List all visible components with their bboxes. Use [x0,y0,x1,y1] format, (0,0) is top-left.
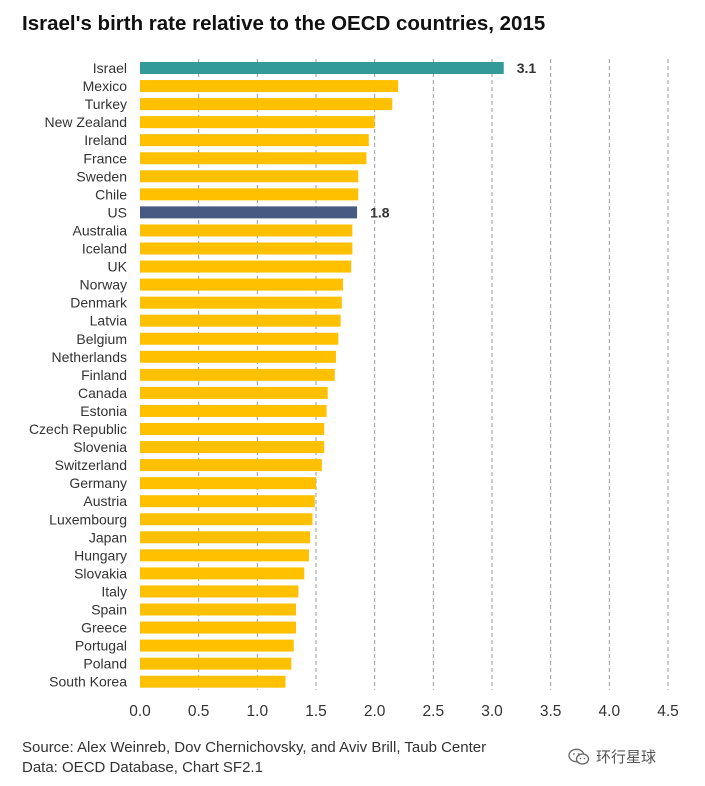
category-label: Mexico [83,78,128,94]
bar-ireland [140,134,369,147]
source-note: Source: Alex Weinreb, Dov Chernichovsky,… [22,738,486,777]
category-label: Slovenia [73,439,127,455]
bar-austria [140,495,315,508]
wechat-icon [568,748,590,765]
x-axis-ticks: 0.0 0.5 1.0 1.5 2.0 2.5 3.0 3.5 4.0 4.5 [129,703,679,720]
bar-portugal [140,639,294,652]
bar-poland [140,657,292,670]
category-label: Belgium [76,331,127,347]
category-label: Germany [69,475,127,491]
category-label: Norway [80,277,127,293]
bar-japan [140,531,311,544]
bar-hungary [140,549,309,562]
category-label: Sweden [76,168,127,184]
x-tick-label: 2.0 [364,703,386,720]
x-tick-label: 0.0 [129,703,151,720]
data-labels: 3.1 1.8 [370,60,536,220]
bars [140,62,504,688]
watermark: 环行星球 [568,746,656,767]
bar-switzerland [140,459,322,472]
bar-belgium [140,332,339,345]
bar-finland [140,368,335,381]
category-label: Luxembourg [49,511,127,527]
bar-denmark [140,296,342,309]
bar-israel [140,62,504,74]
bar-estonia [140,404,327,417]
category-label: Latvia [90,313,128,329]
category-label: New Zealand [45,114,128,130]
bar-us [140,206,358,219]
bar-luxembourg [140,513,313,526]
category-label: US [108,204,127,220]
category-label: Czech Republic [29,421,127,437]
category-label: Australia [73,222,128,238]
bar-czech-republic [140,423,325,435]
category-label: Finland [81,367,127,383]
category-label: Portugal [75,638,127,654]
category-label: South Korea [49,674,127,690]
x-tick-label: 3.5 [540,703,562,720]
bar-australia [140,224,353,237]
category-label: Austria [83,493,127,509]
x-tick-label: 4.5 [657,703,679,720]
x-tick-label: 3.0 [481,703,503,720]
category-label: Greece [81,620,127,636]
bar-uk [140,260,352,273]
source-line-1: Source: Alex Weinreb, Dov Chernichovsky,… [22,739,487,756]
bar-spain [140,603,297,616]
bar-slovenia [140,441,325,454]
bar-mexico [140,80,399,93]
category-label: UK [108,259,128,275]
category-label: Estonia [80,403,127,419]
data-label: 1.8 [370,204,390,220]
category-label: Switzerland [55,457,127,473]
category-label: Iceland [82,241,127,257]
bar-germany [140,477,316,490]
bar-south-korea [140,675,286,688]
category-label: France [83,150,127,166]
watermark-text: 环行星球 [596,748,657,766]
category-label: Poland [83,656,127,672]
bar-slovakia [140,567,305,580]
x-tick-label: 1.5 [305,703,327,720]
category-label: Spain [91,602,127,618]
bar-norway [140,278,343,291]
bar-new-zealand [140,116,375,129]
category-label: Netherlands [52,349,128,365]
category-label: Japan [89,529,127,545]
bar-netherlands [140,350,336,363]
category-label: Chile [95,186,127,202]
category-label: Turkey [85,96,127,112]
bar-chile [140,188,359,201]
category-label: Ireland [84,132,127,148]
bar-greece [140,621,297,634]
x-tick-label: 0.5 [188,703,210,720]
category-label: Israel [93,60,127,76]
bar-canada [140,386,328,399]
bar-iceland [140,242,353,255]
bar-chart: Israel Mexico Turkey New Zealand Ireland Fran… [29,59,679,720]
category-label: Slovakia [74,565,127,581]
category-label: Denmark [70,295,128,311]
bar-turkey [140,98,393,111]
category-label: Italy [101,583,127,599]
bar-france [140,152,367,165]
x-tick-label: 1.0 [247,703,269,720]
category-label: Hungary [74,547,127,563]
bar-sweden [140,170,359,183]
category-label: Canada [78,385,127,401]
chart-title: Israel's birth rate relative to the OECD… [22,12,546,35]
bar-latvia [140,314,341,327]
bar-italy [140,585,299,598]
x-tick-label: 2.5 [423,703,445,720]
data-label: 3.1 [517,60,537,76]
x-tick-label: 4.0 [599,703,621,720]
category-labels: Israel Mexico Turkey New Zealand Ireland Fran… [29,60,128,690]
source-line-2: Data: OECD Database, Chart SF2.1 [22,758,263,776]
